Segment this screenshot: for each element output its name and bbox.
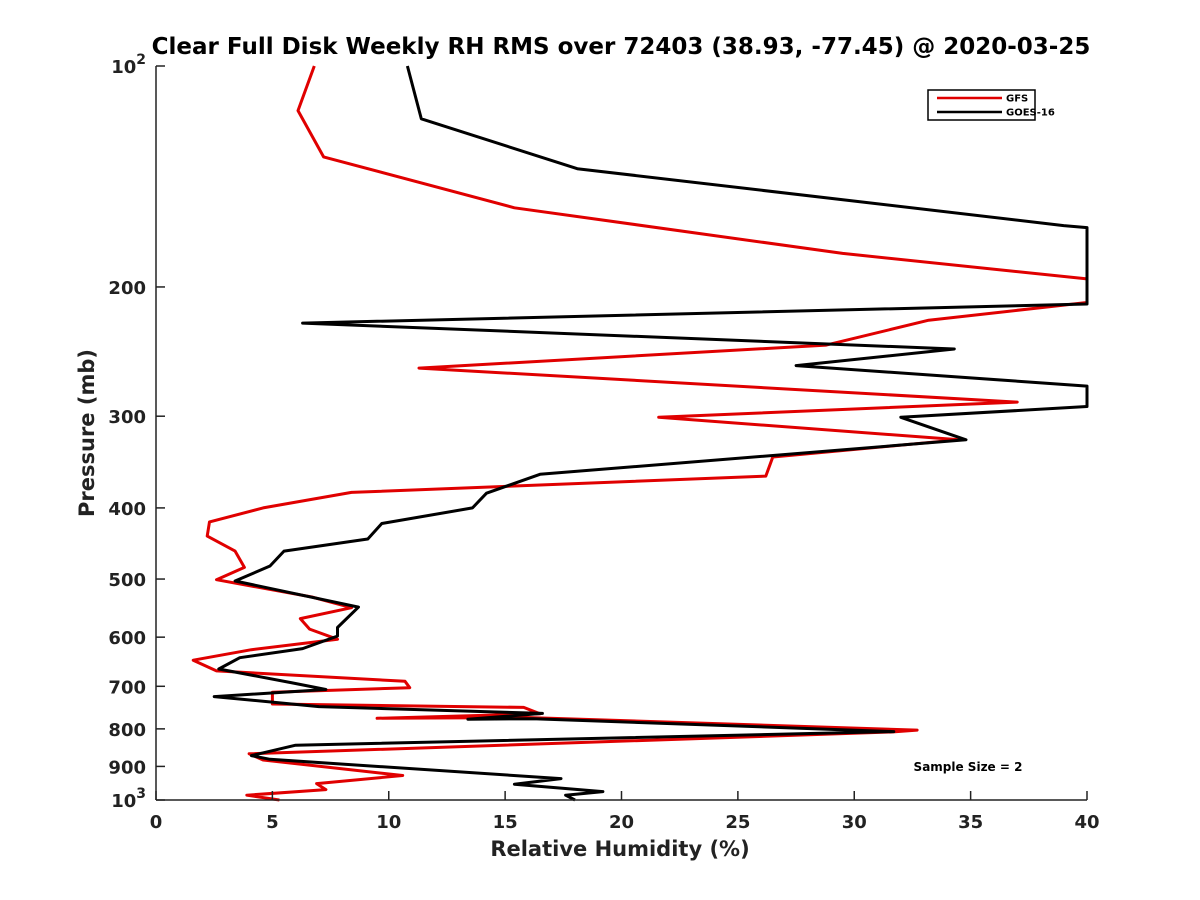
x-axis-label: Relative Humidity (%) xyxy=(490,837,749,861)
legend-label: GOES-16 xyxy=(1006,108,1055,119)
sample-size-annotation: Sample Size = 2 xyxy=(914,760,1023,774)
y-tick-label: 102 xyxy=(111,52,146,78)
y-tick-label: 700 xyxy=(108,677,146,698)
y-tick-label: 400 xyxy=(108,499,146,520)
legend-items: GFS GOES-16 xyxy=(937,94,1055,119)
x-tick-label: 10 xyxy=(376,812,401,833)
legend: GFS GOES-16 xyxy=(927,89,1055,121)
y-tick-label: 600 xyxy=(108,628,146,649)
y-tick-label: 200 xyxy=(108,278,146,299)
y-axis-label: Pressure (mb) xyxy=(75,349,99,517)
x-tick-label: 5 xyxy=(266,812,279,833)
ticks-layer: 0 5 10 15 20 25 30 35 40 102 200 300 400 500 600 700 800… xyxy=(108,52,1099,833)
y-tick-label: 900 xyxy=(108,757,146,778)
series-line-gfs xyxy=(191,65,1089,802)
chart-title: Clear Full Disk Weekly RH RMS over 72403… xyxy=(152,34,1091,60)
legend-label: GFS xyxy=(1006,94,1028,105)
x-tick-label: 40 xyxy=(1074,812,1099,833)
x-tick-label: 15 xyxy=(493,812,518,833)
y-tick-label: 500 xyxy=(108,570,146,591)
x-tick-label: 25 xyxy=(725,812,750,833)
series-layer xyxy=(191,65,1089,802)
x-tick-label: 20 xyxy=(609,812,634,833)
x-tick-label: 0 xyxy=(150,812,163,833)
y-tick-label: 800 xyxy=(108,720,146,741)
series-line-goes-16 xyxy=(212,65,1089,802)
x-tick-label: 30 xyxy=(842,812,867,833)
y-tick-label: 300 xyxy=(108,407,146,428)
x-tick-label: 35 xyxy=(958,812,983,833)
legend-box xyxy=(927,89,1036,121)
y-tick-label: 103 xyxy=(111,786,146,812)
